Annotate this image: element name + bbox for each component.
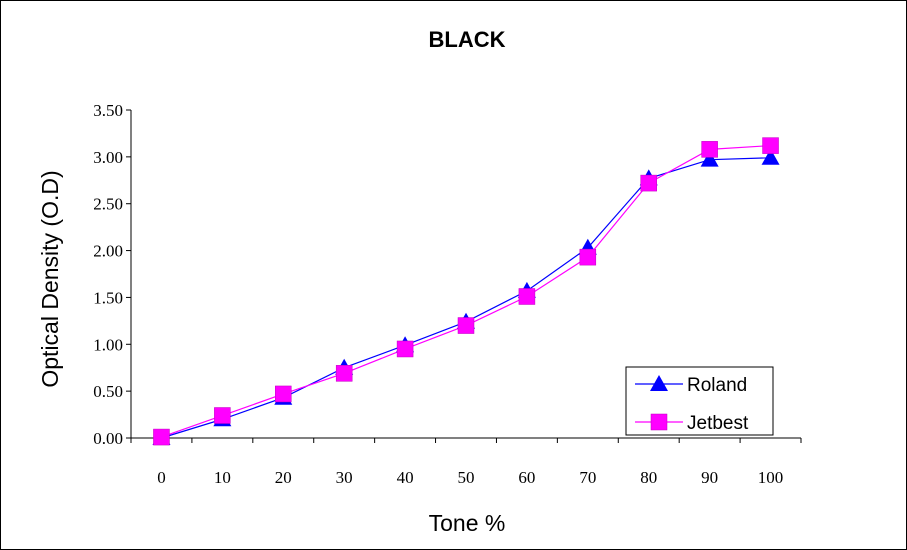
point-roland: [761, 148, 780, 165]
x-tick-label: 60: [518, 468, 535, 487]
point-jetbest: [762, 137, 779, 154]
point-jetbest: [640, 174, 657, 192]
y-tick-label: 1.00: [93, 335, 123, 354]
axes: [130, 110, 801, 439]
legend-marker-jetbest: [650, 413, 668, 431]
x-tick-label: 40: [397, 468, 414, 487]
y-tick-label: 0.00: [93, 429, 123, 448]
point-jetbest: [275, 385, 292, 403]
x-tick-label: 10: [214, 468, 231, 487]
y-tick-label: 0.50: [93, 382, 123, 401]
y-tick-label: 2.50: [93, 195, 123, 214]
x-tick-label: 100: [758, 468, 784, 487]
legend-marker-roland: [650, 375, 668, 391]
x-tick-label: 80: [640, 468, 657, 487]
y-tick-label: 2.00: [93, 242, 123, 261]
point-jetbest: [396, 340, 414, 358]
point-jetbest: [335, 365, 353, 382]
y-tick-label: 1.50: [93, 288, 123, 307]
legend-label-jetbest: Jetbest: [687, 413, 749, 434]
series-layer: [152, 137, 780, 446]
x-tick-label: 50: [458, 468, 475, 487]
point-jetbest: [701, 141, 718, 158]
point-jetbest: [457, 317, 475, 334]
point-jetbest: [153, 428, 170, 446]
legend-box: [625, 366, 774, 436]
point-jetbest: [214, 407, 231, 424]
y-axis-label: Optical Density (O.D): [37, 170, 63, 387]
legend-label-roland: Roland: [687, 375, 747, 396]
chart-title: BLACK: [429, 27, 506, 52]
x-tick-label: 70: [579, 468, 596, 487]
point-jetbest: [579, 248, 597, 266]
x-tick-label: 30: [336, 468, 353, 487]
legend: Roland Jetbest: [625, 366, 774, 436]
x-tick-label: 20: [275, 468, 292, 487]
y-tick-label: 3.50: [93, 101, 123, 120]
x-tick-label: 0: [157, 468, 166, 487]
point-jetbest: [518, 288, 536, 305]
y-tick-label: 3.00: [93, 148, 123, 167]
y-axis-ticks: 0.00 0.50 1.00 1.50 2.00 2.50 3.00 3.50: [93, 101, 131, 448]
point-roland: [700, 150, 719, 167]
x-axis-label: Tone %: [429, 510, 506, 536]
x-axis-ticks: 0 10 20 30 40 50 60 70 80 90 100: [130, 438, 802, 487]
x-tick-label: 90: [701, 468, 718, 487]
